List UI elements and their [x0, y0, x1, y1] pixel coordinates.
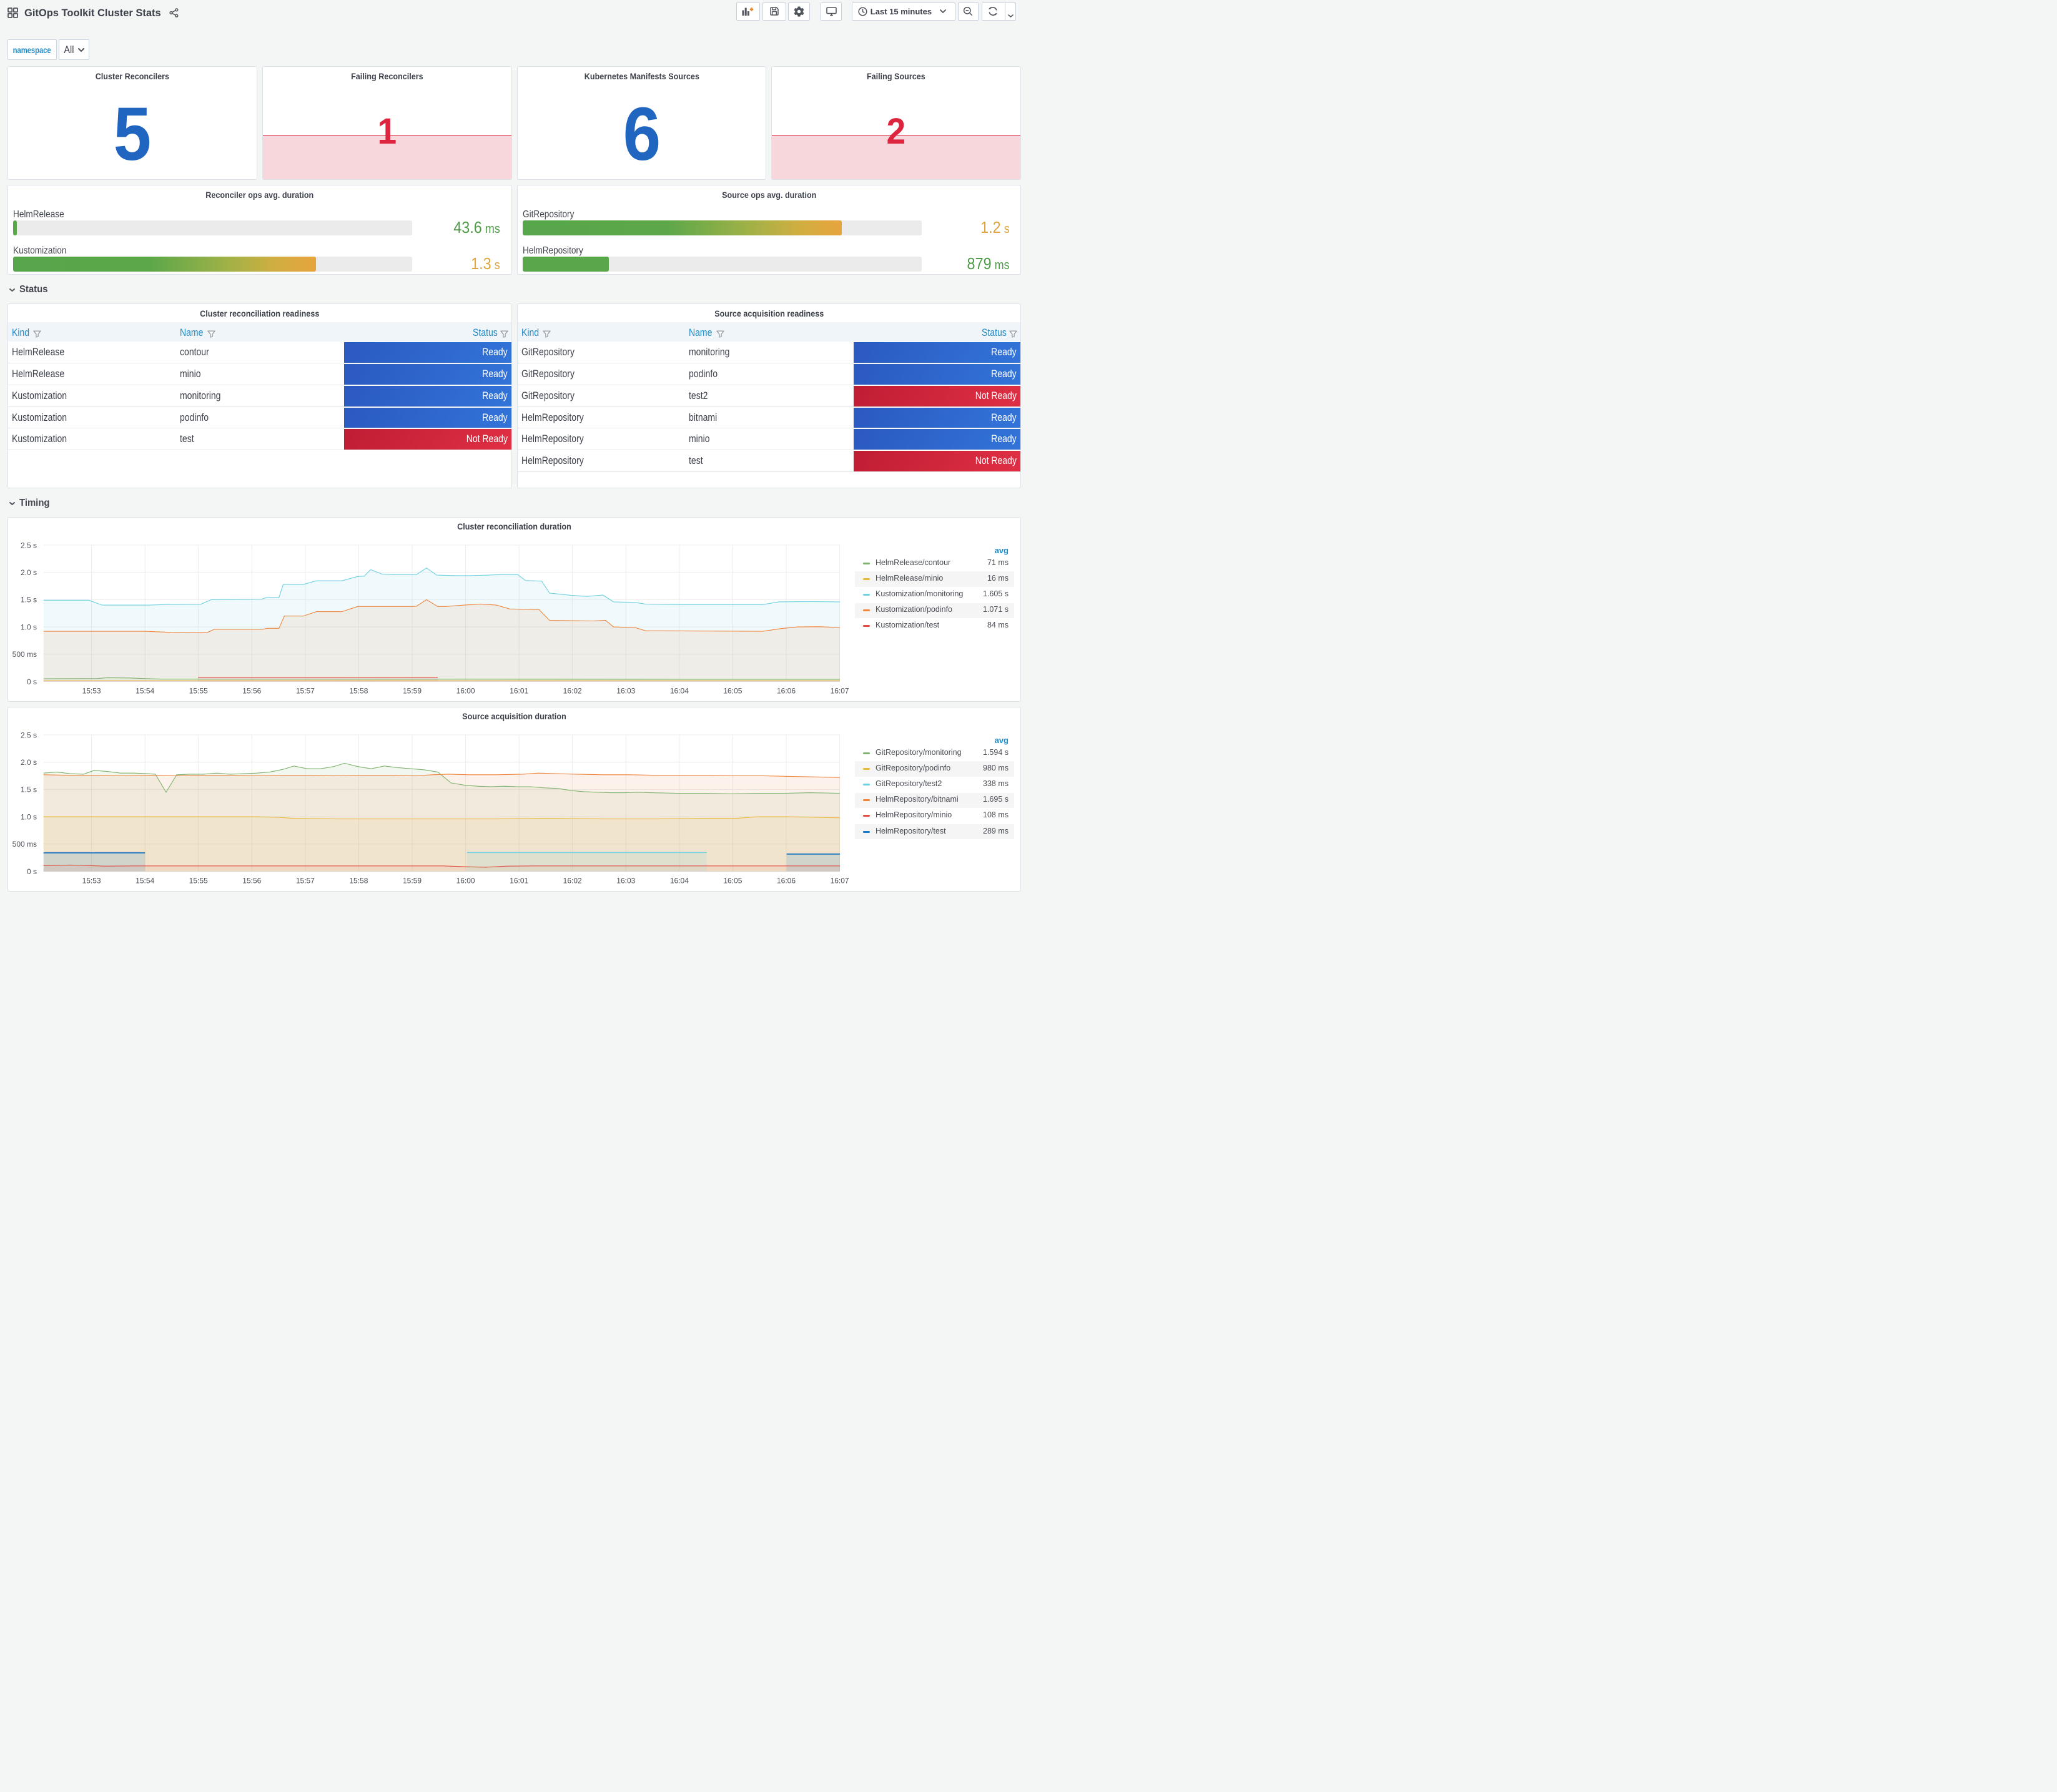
svg-text:2.0 s: 2.0 s — [21, 758, 37, 767]
svg-text:16:06: 16:06 — [777, 686, 796, 695]
svg-text:15:59: 15:59 — [403, 686, 422, 695]
svg-text:15:54: 15:54 — [136, 876, 154, 885]
svg-text:16:06: 16:06 — [777, 876, 796, 885]
svg-text:1.0 s: 1.0 s — [21, 623, 37, 631]
svg-text:16:00: 16:00 — [456, 686, 475, 695]
svg-text:16:03: 16:03 — [616, 686, 635, 695]
svg-text:16:05: 16:05 — [723, 686, 742, 695]
svg-text:16:05: 16:05 — [723, 876, 742, 885]
svg-text:16:03: 16:03 — [616, 876, 635, 885]
svg-text:16:04: 16:04 — [670, 876, 689, 885]
svg-text:15:56: 15:56 — [242, 686, 261, 695]
svg-text:16:02: 16:02 — [563, 876, 582, 885]
svg-text:16:07: 16:07 — [831, 686, 849, 695]
svg-text:15:57: 15:57 — [296, 876, 315, 885]
svg-text:16:01: 16:01 — [510, 876, 528, 885]
svg-text:500 ms: 500 ms — [12, 840, 37, 849]
svg-text:16:02: 16:02 — [563, 686, 582, 695]
svg-text:1.5 s: 1.5 s — [21, 596, 37, 604]
svg-text:0 s: 0 s — [27, 867, 37, 876]
svg-text:1.5 s: 1.5 s — [21, 785, 37, 794]
svg-text:16:00: 16:00 — [456, 876, 475, 885]
svg-text:16:07: 16:07 — [831, 876, 849, 885]
svg-text:1.0 s: 1.0 s — [21, 812, 37, 821]
svg-text:15:55: 15:55 — [189, 686, 208, 695]
svg-text:2.0 s: 2.0 s — [21, 568, 37, 577]
svg-text:15:53: 15:53 — [82, 876, 101, 885]
svg-text:16:04: 16:04 — [670, 686, 689, 695]
svg-text:2.5 s: 2.5 s — [21, 731, 37, 739]
svg-text:2.5 s: 2.5 s — [21, 541, 37, 549]
svg-text:15:57: 15:57 — [296, 686, 315, 695]
svg-text:15:58: 15:58 — [349, 876, 368, 885]
svg-text:15:59: 15:59 — [403, 876, 422, 885]
svg-text:15:54: 15:54 — [136, 686, 154, 695]
svg-text:500 ms: 500 ms — [12, 650, 37, 659]
svg-text:16:01: 16:01 — [510, 686, 528, 695]
svg-text:15:58: 15:58 — [349, 686, 368, 695]
svg-text:0 s: 0 s — [27, 677, 37, 686]
svg-text:15:53: 15:53 — [82, 686, 101, 695]
svg-text:15:56: 15:56 — [242, 876, 261, 885]
svg-text:15:55: 15:55 — [189, 876, 208, 885]
